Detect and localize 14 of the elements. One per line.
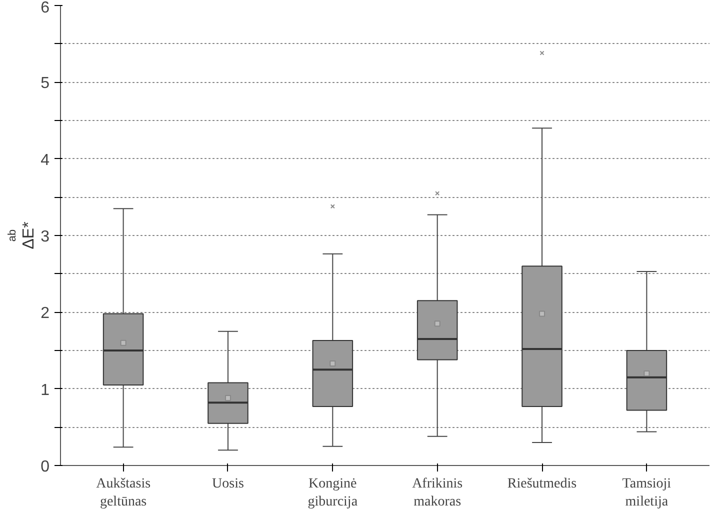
y-tick-label: 6: [40, 0, 50, 16]
y-tick-label: 0: [40, 458, 50, 476]
y-tick-label: 2: [40, 305, 50, 322]
x-tick-label: Konginė giburcija: [308, 476, 358, 510]
x-tick-label: Aukštasis geltūnas: [96, 476, 151, 510]
x-tick-label: Uosis: [212, 476, 244, 492]
x-tick-label: Afrikinis makoras: [412, 476, 463, 510]
y-axis-title: ΔE*ab: [6, 222, 38, 250]
y-tick-label: 5: [40, 75, 50, 92]
x-tick-label: Riešutmedis: [507, 476, 577, 492]
y-tick-label: 1: [40, 382, 50, 399]
y-tick-label: 4: [40, 152, 50, 169]
x-tick-label: Tamsioji miletija: [622, 476, 672, 510]
y-tick-label: 3: [40, 228, 50, 246]
